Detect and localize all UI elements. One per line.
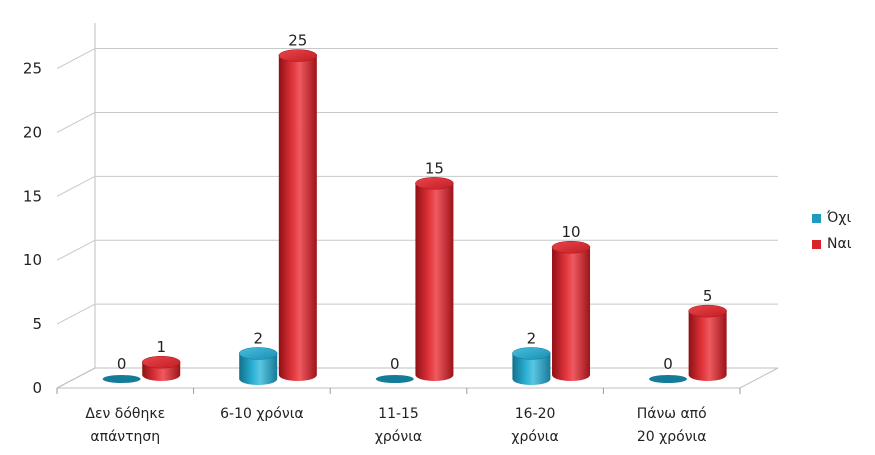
- bar-body: [239, 353, 278, 386]
- bar-ochi: [649, 375, 688, 383]
- data-label: 2: [527, 329, 537, 347]
- bar-nai: [278, 49, 318, 382]
- bar-top: [688, 304, 727, 318]
- y-tick-label: 5: [32, 315, 42, 333]
- category-label: 11-15: [378, 406, 419, 422]
- y-tick-label: 20: [23, 123, 42, 141]
- data-label: 0: [663, 355, 673, 373]
- bar-nai: [551, 240, 591, 381]
- legend-label-ochi: Όχι: [827, 210, 852, 226]
- bar-ochi: [375, 375, 414, 383]
- category-label: 6-10 χρόνια: [220, 406, 304, 422]
- bar-nai: [415, 177, 454, 381]
- y-tick-label: 10: [23, 251, 42, 269]
- bar-ochi: [238, 347, 278, 386]
- bar-top: [141, 355, 181, 369]
- bar-ochi: [102, 375, 141, 383]
- category-label: χρόνια: [375, 429, 422, 445]
- gridline-side-20: [56, 112, 96, 133]
- bar-top: [278, 49, 318, 62]
- data-label: 5: [703, 287, 713, 305]
- bar-nai: [141, 355, 181, 381]
- floor-plane: [56, 367, 779, 389]
- data-label: 1: [156, 338, 166, 356]
- data-label: 2: [253, 329, 263, 347]
- bar-body: [688, 311, 727, 381]
- y-tick-label: 25: [23, 60, 42, 78]
- bar-zero-disc: [102, 375, 141, 383]
- legend: Όχι Ναι: [812, 205, 851, 257]
- bar-body: [512, 353, 551, 386]
- data-label: 10: [561, 223, 580, 241]
- bar-nai: [688, 304, 727, 381]
- y-tick-label: 15: [23, 187, 42, 205]
- data-label: 25: [288, 32, 307, 50]
- category-label: Δεν δόθηκε: [85, 406, 165, 422]
- bar-body: [415, 183, 454, 381]
- data-label: 0: [117, 355, 127, 373]
- category-label: Πάνω από: [637, 406, 707, 422]
- bars-layer: [102, 49, 727, 386]
- gridline-side-5: [56, 303, 96, 325]
- bar-zero-disc: [649, 375, 688, 383]
- y-tick-label: 0: [32, 379, 42, 397]
- data-label: 0: [390, 355, 400, 373]
- bar-body: [552, 247, 591, 381]
- legend-swatch-ochi: [812, 213, 821, 223]
- x-axis-categories: Δεν δόθηκε απάντηση 6-10 χρόνια 11-15 χρόνια…: [85, 406, 706, 445]
- bar-top: [512, 347, 551, 360]
- bar-ochi: [512, 347, 551, 386]
- gridline-side-15: [56, 175, 96, 197]
- bar-body: [278, 55, 317, 382]
- gridline-side-25: [56, 48, 96, 69]
- bar-zero-disc: [375, 375, 414, 383]
- data-label: 15: [425, 159, 444, 177]
- data-labels-layer: 0 1 2 25 0 15 2 10 0 5: [117, 32, 713, 373]
- category-label: 20 χρόνια: [637, 429, 707, 445]
- y-axis-ticks: 0 5 10 15 20 25: [23, 60, 42, 397]
- legend-swatch-nai: [812, 239, 821, 249]
- legend-label-nai: Ναι: [827, 236, 852, 252]
- legend-item-ochi: Όχι: [812, 205, 851, 231]
- bar-top: [551, 240, 591, 254]
- category-label: απάντηση: [90, 429, 160, 445]
- bar-top: [238, 347, 278, 360]
- category-label: 16-20: [515, 406, 556, 422]
- category-label: χρόνια: [511, 429, 558, 445]
- bar-top: [415, 177, 454, 190]
- gridline-side-10: [56, 239, 96, 261]
- legend-item-nai: Ναι: [812, 231, 851, 257]
